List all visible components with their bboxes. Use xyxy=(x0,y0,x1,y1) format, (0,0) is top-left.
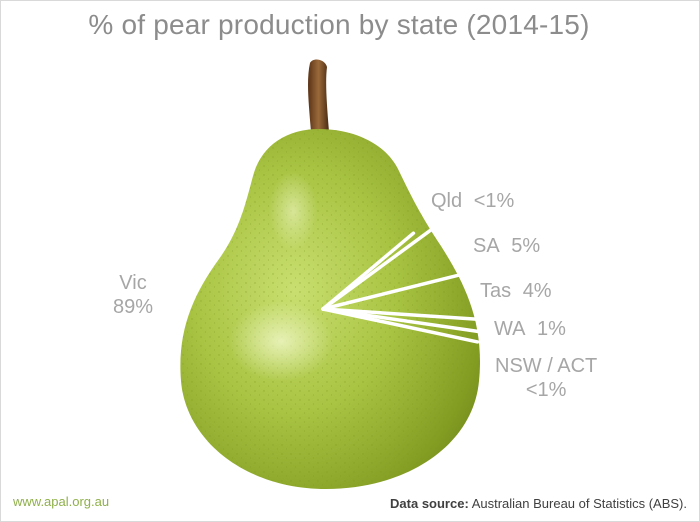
chart-title: % of pear production by state (2014-15) xyxy=(88,9,590,40)
label-sa-value: 5% xyxy=(511,235,541,257)
label-nsw-act-value: <1% xyxy=(525,379,567,401)
label-sa-category: SA xyxy=(473,235,500,257)
label-tas: Tas 4% xyxy=(480,279,552,303)
pear-stem xyxy=(308,59,329,132)
footer-source: Data source: Australian Bureau of Statis… xyxy=(390,496,687,511)
label-vic: Vic 89% xyxy=(113,271,153,319)
label-qld-category: Qld xyxy=(431,190,463,212)
label-qld: Qld <1% xyxy=(431,189,514,213)
slice-boundary-3 xyxy=(321,270,471,311)
label-vic-value: 89% xyxy=(113,296,154,318)
label-tas-value: 4% xyxy=(522,280,552,302)
footer-source-label: Data source: xyxy=(390,496,469,511)
slice-boundary-4 xyxy=(321,307,480,321)
label-tas-category: Tas xyxy=(480,280,512,302)
slice-boundary-2 xyxy=(321,221,442,311)
label-vic-category: Vic xyxy=(119,272,147,294)
footer-url-link[interactable]: www.apal.org.au xyxy=(13,494,110,509)
label-sa: SA 5% xyxy=(473,234,540,258)
slice-boundary-6 xyxy=(321,307,480,344)
pie-slices xyxy=(321,221,482,344)
label-qld-value: <1% xyxy=(473,190,515,212)
label-nsw-act: NSW / ACT <1% xyxy=(495,354,597,402)
footer-source-text: Australian Bureau of Statistics (ABS). xyxy=(471,496,687,511)
label-wa-value: 1% xyxy=(537,318,566,340)
label-wa: WA 1% xyxy=(494,317,566,341)
label-nsw-act-category: NSW / ACT xyxy=(495,355,598,377)
label-wa-category: WA xyxy=(494,318,526,340)
